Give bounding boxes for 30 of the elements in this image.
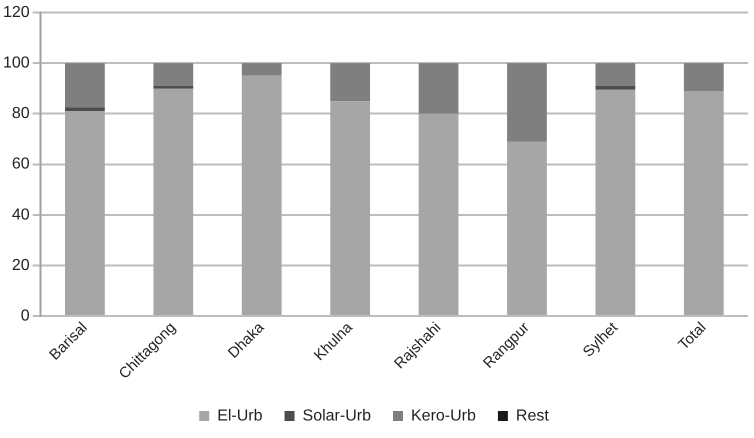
bar [418,114,458,315]
y-tick-label: 0 [20,307,30,324]
bar [65,107,105,112]
bar [153,86,194,88]
legend-label: El-Urb [217,407,263,424]
bar [330,63,370,102]
y-tick-label: 120 [2,4,30,22]
y-tick-label: 80 [12,105,30,122]
bar [684,63,724,91]
bar [330,101,370,315]
bar [65,111,105,315]
bar [507,63,547,142]
legend-label: Kero-Urb [410,407,476,424]
bar [65,63,105,108]
bar [595,86,636,90]
bar [684,90,724,315]
y-tick-label: 60 [12,156,30,173]
bar [242,63,282,76]
legend-label: Solar-Urb [302,407,372,424]
bar [242,76,282,315]
y-tick-label: 40 [12,206,30,224]
bar [153,63,194,86]
bar [153,88,194,315]
bar [595,63,636,86]
bar [507,142,547,315]
bar [418,63,458,114]
bar [595,90,636,315]
legend-label: Rest [516,407,550,424]
y-tick-label: 100 [2,54,30,72]
y-tick-label: 20 [12,256,30,274]
